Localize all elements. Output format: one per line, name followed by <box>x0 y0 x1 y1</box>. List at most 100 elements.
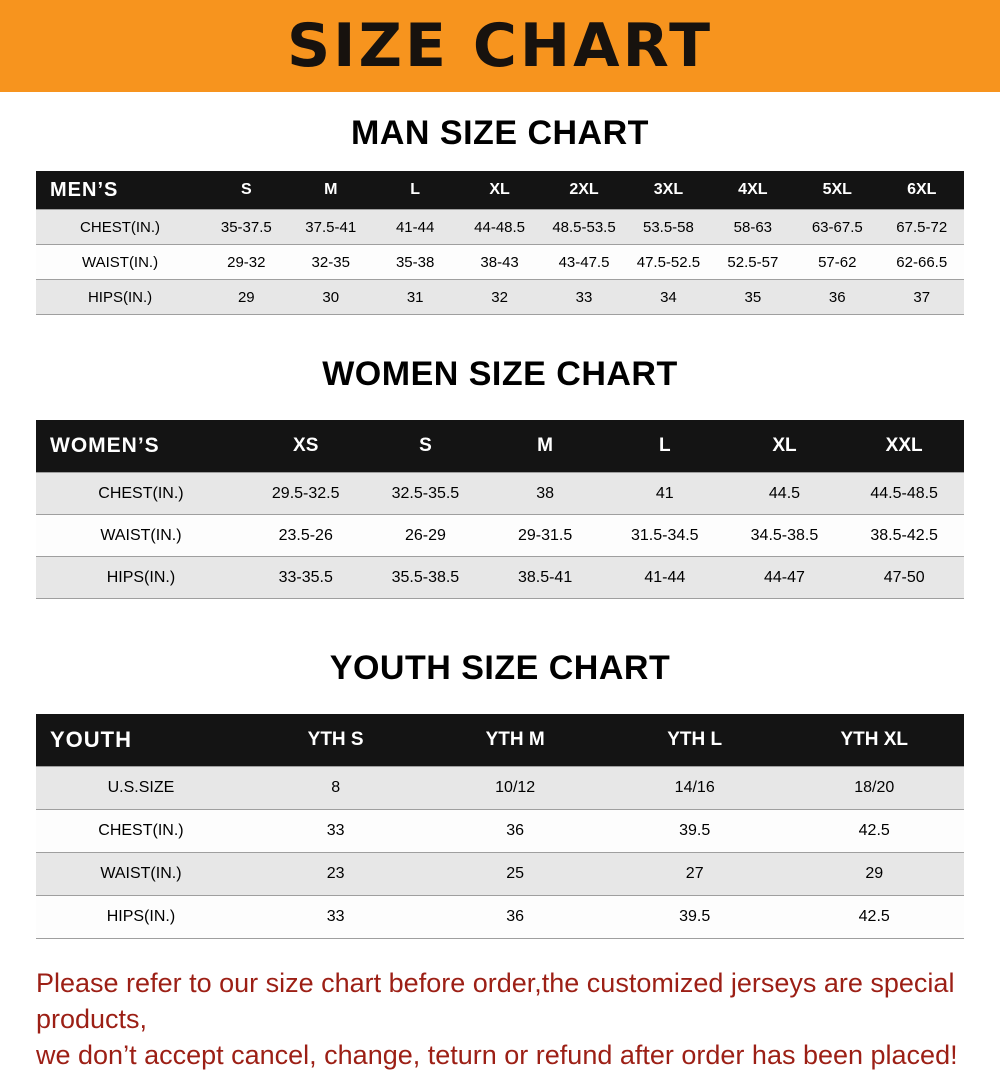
row-label: WAIST(IN.) <box>36 514 246 557</box>
size-cell: 33 <box>541 279 627 315</box>
size-cell: 29.5-32.5 <box>245 472 366 515</box>
youth-corner-label: YOUTH <box>36 714 246 767</box>
size-cell: 41-44 <box>604 556 725 599</box>
size-cell: 29-31.5 <box>485 514 605 557</box>
size-cell: 18/20 <box>784 766 964 810</box>
size-cell: 42.5 <box>784 809 964 853</box>
size-cell: 32-35 <box>288 244 373 280</box>
size-cell: 35-38 <box>372 244 458 280</box>
row-label: HIPS(IN.) <box>36 556 246 599</box>
men-size-table: MEN’S S M L XL 2XL 3XL 4XL 5XL 6XL CHEST… <box>36 171 964 315</box>
row-label: HIPS(IN.) <box>36 279 205 315</box>
row-label: U.S.SIZE <box>36 766 246 810</box>
row-label: CHEST(IN.) <box>36 209 205 245</box>
size-column-header: M <box>485 420 605 473</box>
footer-note: Please refer to our size chart before or… <box>36 965 1000 1073</box>
size-cell: 39.5 <box>604 809 785 853</box>
row-label: WAIST(IN.) <box>36 852 246 896</box>
size-cell: 44.5 <box>724 472 845 515</box>
table-row: WAIST(IN.) 29-32 32-35 35-38 38-43 43-47… <box>36 244 964 280</box>
size-cell: 52.5-57 <box>710 244 796 280</box>
table-row: CHEST(IN.) 33 36 39.5 42.5 <box>36 809 964 853</box>
size-cell: 44.5-48.5 <box>844 472 964 515</box>
size-cell: 62-66.5 <box>879 244 964 280</box>
banner: SIZE CHART <box>0 0 1000 92</box>
size-column-header: XS <box>245 420 366 473</box>
size-column-header: L <box>604 420 725 473</box>
size-cell: 30 <box>288 279 373 315</box>
size-column-header: YTH XL <box>784 714 964 767</box>
men-heading: MAN SIZE CHART <box>351 114 649 152</box>
note-line-1: Please refer to our size chart before or… <box>36 968 955 1034</box>
size-column-header: YTH S <box>245 714 426 767</box>
size-cell: 23 <box>245 852 426 896</box>
size-cell: 41-44 <box>372 209 458 245</box>
size-column-header: XL <box>724 420 845 473</box>
size-cell: 67.5-72 <box>879 209 964 245</box>
size-cell: 29 <box>204 279 289 315</box>
size-cell: 42.5 <box>784 895 964 939</box>
size-cell: 32.5-35.5 <box>365 472 486 515</box>
size-cell: 14/16 <box>604 766 785 810</box>
row-label: CHEST(IN.) <box>36 809 246 853</box>
size-cell: 29 <box>784 852 964 896</box>
row-label: WAIST(IN.) <box>36 244 205 280</box>
table-row: WAIST(IN.) 23.5-26 26-29 29-31.5 31.5-34… <box>36 514 964 557</box>
size-cell: 39.5 <box>604 895 785 939</box>
size-cell: 41 <box>604 472 725 515</box>
size-cell: 25 <box>425 852 605 896</box>
size-cell: 47-50 <box>844 556 964 599</box>
size-column-header: XL <box>457 171 542 210</box>
size-cell: 58-63 <box>710 209 796 245</box>
size-cell: 32 <box>457 279 542 315</box>
table-row: CHEST(IN.) 29.5-32.5 32.5-35.5 38 41 44.… <box>36 472 964 515</box>
size-cell: 38.5-41 <box>485 556 605 599</box>
row-label: HIPS(IN.) <box>36 895 246 939</box>
size-column-header: 5XL <box>795 171 880 210</box>
size-cell: 34.5-38.5 <box>724 514 845 557</box>
size-column-header: 3XL <box>626 171 711 210</box>
size-cell: 37.5-41 <box>288 209 373 245</box>
size-cell: 47.5-52.5 <box>626 244 711 280</box>
youth-size-table: YOUTH YTH S YTH M YTH L YTH XL U.S.SIZE … <box>36 714 964 939</box>
size-cell: 36 <box>425 895 605 939</box>
size-cell: 63-67.5 <box>795 209 880 245</box>
women-header-row: WOMEN’S XS S M L XL XXL <box>36 420 964 473</box>
size-cell: 35-37.5 <box>204 209 289 245</box>
women-heading: WOMEN SIZE CHART <box>322 355 678 393</box>
size-cell: 38-43 <box>457 244 542 280</box>
men-header-row: MEN’S S M L XL 2XL 3XL 4XL 5XL 6XL <box>36 171 964 210</box>
size-column-header: XXL <box>844 420 964 473</box>
size-cell: 33-35.5 <box>245 556 366 599</box>
size-cell: 48.5-53.5 <box>541 209 627 245</box>
size-cell: 38 <box>485 472 605 515</box>
row-label: CHEST(IN.) <box>36 472 246 515</box>
size-column-header: S <box>365 420 486 473</box>
size-cell: 44-48.5 <box>457 209 542 245</box>
table-row: WAIST(IN.) 23 25 27 29 <box>36 852 964 896</box>
size-cell: 37 <box>879 279 964 315</box>
size-cell: 29-32 <box>204 244 289 280</box>
women-size-table: WOMEN’S XS S M L XL XXL CHEST(IN.) 29.5-… <box>36 420 964 599</box>
table-row: CHEST(IN.) 35-37.5 37.5-41 41-44 44-48.5… <box>36 209 964 245</box>
size-column-header: M <box>288 171 373 210</box>
size-cell: 33 <box>245 895 426 939</box>
size-cell: 35.5-38.5 <box>365 556 486 599</box>
page-title: SIZE CHART <box>286 11 714 81</box>
table-row: HIPS(IN.) 33-35.5 35.5-38.5 38.5-41 41-4… <box>36 556 964 599</box>
women-corner-label: WOMEN’S <box>36 420 246 473</box>
size-column-header: L <box>372 171 458 210</box>
size-cell: 26-29 <box>365 514 486 557</box>
size-cell: 36 <box>795 279 880 315</box>
size-column-header: 2XL <box>541 171 627 210</box>
youth-header-row: YOUTH YTH S YTH M YTH L YTH XL <box>36 714 964 767</box>
size-cell: 10/12 <box>425 766 605 810</box>
size-cell: 31.5-34.5 <box>604 514 725 557</box>
size-cell: 53.5-58 <box>626 209 711 245</box>
size-cell: 35 <box>710 279 796 315</box>
size-cell: 23.5-26 <box>245 514 366 557</box>
size-cell: 34 <box>626 279 711 315</box>
size-cell: 36 <box>425 809 605 853</box>
youth-section: YOUTH SIZE CHART YOUTH YTH S YTH M YTH L… <box>0 649 1000 939</box>
